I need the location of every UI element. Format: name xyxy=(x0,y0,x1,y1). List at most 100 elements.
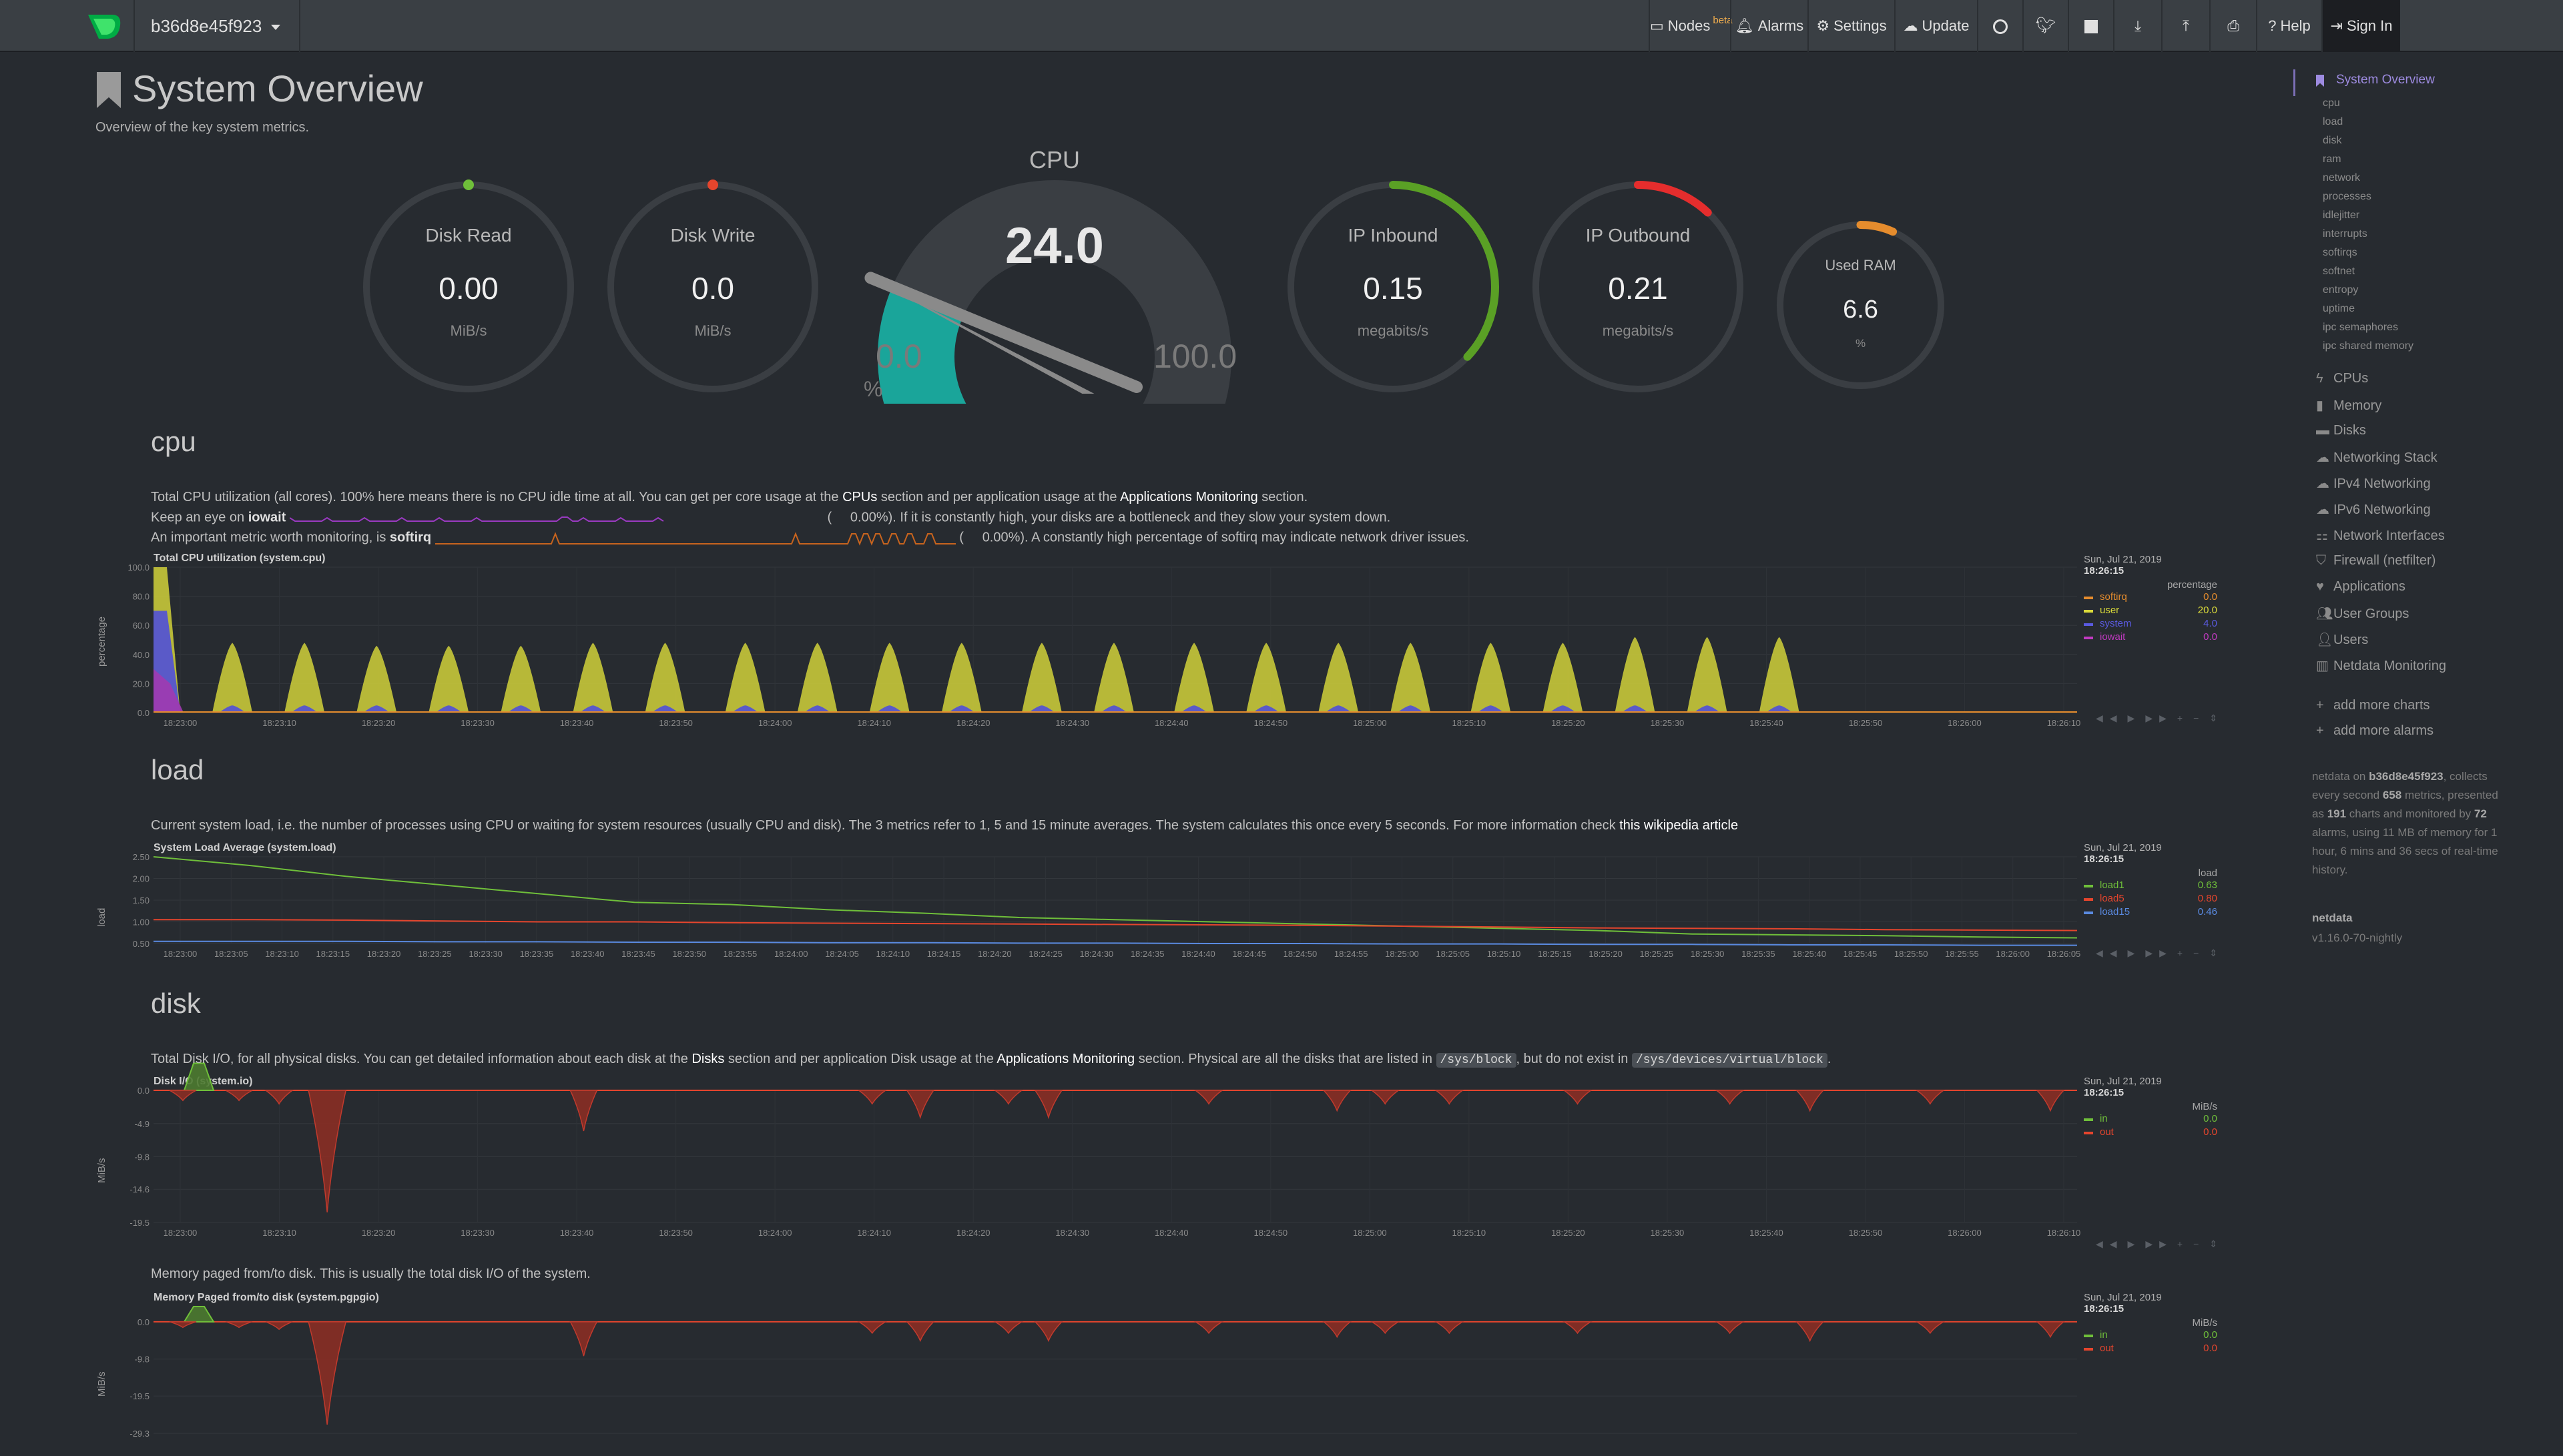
legend-row-in[interactable]: in 0.0 xyxy=(2084,1112,2217,1126)
legend-row-out[interactable]: out 0.0 xyxy=(2084,1126,2217,1139)
nav-help[interactable]: ? Help xyxy=(2256,0,2321,52)
nav-download[interactable]: ⤓ xyxy=(2113,0,2161,52)
legend-swatch xyxy=(2084,623,2093,626)
play-icon[interactable]: ▶ xyxy=(2127,948,2142,958)
sidebar-subitem-load[interactable]: load xyxy=(2323,116,2343,127)
legend-row-load1[interactable]: load1 0.63 xyxy=(2084,879,2217,892)
sidebar-item-cpus[interactable]: ϟ CPUs xyxy=(2316,371,2369,386)
chart-load[interactable]: 2.50 2.00 1.50 1.00 0.50 18:23:00 18:23:05 18:2… xyxy=(113,852,2081,966)
nav-signin[interactable]: ⇥ Sign In xyxy=(2321,0,2400,52)
chart-io[interactable]: 0.0 -4.9 -9.8 -14.6 -19.5 18:23:00 18:23:10 18:… xyxy=(113,1062,2080,1245)
legend-row-system[interactable]: system 4.0 xyxy=(2084,617,2217,631)
zoom-out-icon[interactable]: − xyxy=(2193,948,2206,958)
gauge-disk-read[interactable]: Disk Read 0.00 MiB/s xyxy=(358,177,579,397)
sidebar-item-network-interfaces[interactable]: ⚏ Network Interfaces xyxy=(2316,528,2445,543)
legend-row-iowait[interactable]: iowait 0.0 xyxy=(2084,631,2217,644)
zoom-in-icon[interactable]: + xyxy=(2177,713,2190,723)
nav-nodes[interactable]: ▭ Nodes beta xyxy=(1649,0,1733,52)
sidebar-subitem-uptime[interactable]: uptime xyxy=(2323,303,2355,314)
gauge-ip-outbound[interactable]: IP Outbound 0.21 megabits/s xyxy=(1528,177,1748,397)
series-out-area xyxy=(1915,1321,1946,1335)
zoom-out-icon[interactable]: − xyxy=(2193,1238,2206,1249)
x-tick-label: 18:26:05 xyxy=(2047,949,2081,959)
gauge-disk-write[interactable]: Disk Write 0.0 MiB/s xyxy=(603,177,823,397)
gauge-used-ram[interactable]: Used RAM 6.6% xyxy=(1772,217,1949,394)
sidebar-subitem-interrupts[interactable]: interrupts xyxy=(2323,228,2367,240)
nav-github[interactable] xyxy=(1977,0,2022,52)
x-tick-label: 18:23:50 xyxy=(659,1228,693,1238)
sidebar-subitem-ipc-shared-memory[interactable]: ipc shared memory xyxy=(2323,340,2414,352)
zoom-in-icon[interactable]: + xyxy=(2177,948,2190,958)
sidebar-subitem-ram[interactable]: ram xyxy=(2323,153,2341,165)
legend-row-load5[interactable]: load5 0.80 xyxy=(2084,892,2217,905)
sidebar-item-netdata-monitoring[interactable]: ▥ Netdata Monitoring xyxy=(2316,659,2446,673)
sidebar-item-applications[interactable]: ♥ Applications xyxy=(2316,579,2405,594)
rewind-icon[interactable]: ◀◀ xyxy=(2096,1238,2124,1249)
netdata-logo-icon[interactable] xyxy=(85,12,123,41)
forward-icon[interactable]: ▶▶ xyxy=(2145,713,2173,723)
link-cpus[interactable]: CPUs xyxy=(842,490,878,504)
x-tick-label: 18:23:10 xyxy=(265,949,299,959)
sidebar-item-users[interactable]: 👤︎Users xyxy=(2316,633,2369,647)
gauge-ip-inbound[interactable]: IP Inbound 0.15 megabits/s xyxy=(1283,177,1503,397)
nav-facebook[interactable] xyxy=(2068,0,2113,52)
cpu-gauge[interactable]: CPU 24.0 0.0 100.0 % xyxy=(861,143,1248,458)
x-tick-label: 18:25:50 xyxy=(1894,949,1928,959)
sidebar-subitem-softirqs[interactable]: softirqs xyxy=(2323,247,2357,258)
legend-row-load15[interactable]: load15 0.46 xyxy=(2084,905,2217,919)
forward-icon[interactable]: ▶▶ xyxy=(2145,948,2173,958)
sidebar-subitem-disk[interactable]: disk xyxy=(2323,135,2342,146)
sidebar-item-disks[interactable]: ▬ Disks xyxy=(2316,423,2366,438)
forward-icon[interactable]: ▶▶ xyxy=(2145,1238,2173,1249)
sidebar-subitem-entropy[interactable]: entropy xyxy=(2323,284,2359,296)
sidebar-version: v1.16.0-70-nightly xyxy=(2312,932,2403,944)
sidebar-item-user-groups[interactable]: 👥︎User Groups xyxy=(2316,607,2409,621)
sidebar-subitem-processes[interactable]: processes xyxy=(2323,191,2371,202)
nav-settings[interactable]: ⚙ Settings xyxy=(1807,0,1894,52)
nav-alarms[interactable]: 🔔︎ Alarms xyxy=(1730,0,1807,52)
link-applications-monitoring-disk[interactable]: Applications Monitoring xyxy=(996,1052,1135,1066)
plus-icon: + xyxy=(2316,698,2324,713)
sidebar-subitem-ipc-semaphores[interactable]: ipc semaphores xyxy=(2323,322,2398,333)
sidebar-add-alarms[interactable]: + add more alarms xyxy=(2316,723,2434,738)
legend-row-softirq[interactable]: softirq 0.0 xyxy=(2084,591,2217,604)
sidebar-subitem-network[interactable]: network xyxy=(2323,172,2361,184)
sidebar-item-firewall-netfilter-[interactable]: ⛉ Firewall (netfilter) xyxy=(2316,553,2436,568)
x-tick-label: 18:26:00 xyxy=(1948,718,1982,728)
sidebar-subitem-idlejitter[interactable]: idlejitter xyxy=(2323,210,2360,221)
resize-icon[interactable]: ⇕ xyxy=(2209,713,2224,723)
resize-icon[interactable]: ⇕ xyxy=(2209,1238,2224,1249)
sidebar-item-ipv4-networking[interactable]: ☁ IPv4 Networking xyxy=(2316,476,2431,491)
sidebar-subitem-cpu[interactable]: cpu xyxy=(2323,97,2340,109)
legend-row-out[interactable]: out 0.0 xyxy=(2084,1342,2217,1355)
link-disks[interactable]: Disks xyxy=(691,1052,725,1066)
chart-pgpgio[interactable]: 0.0 -9.8 -19.5 -29.3 xyxy=(113,1303,2077,1456)
sidebar-item-system-overview[interactable]: System Overview xyxy=(2336,73,2435,87)
sidebar-item-ipv6-networking[interactable]: ☁ IPv6 Networking xyxy=(2316,502,2431,517)
nav-update[interactable]: ☁ Update xyxy=(1894,0,1977,52)
legend-row-in[interactable]: in 0.0 xyxy=(2084,1329,2217,1342)
series-out-area xyxy=(2036,1090,2065,1112)
sidebar-subitem-softnet[interactable]: softnet xyxy=(2323,266,2355,277)
nav-twitter[interactable]: 🐦︎ xyxy=(2022,0,2068,52)
nav-print[interactable]: ⎙ xyxy=(2209,0,2256,52)
cpu-gauge-min: 0.0 xyxy=(876,338,922,375)
rewind-icon[interactable]: ◀◀ xyxy=(2096,713,2124,723)
legend-row-user[interactable]: user 20.0 xyxy=(2084,604,2217,617)
resize-icon[interactable]: ⇕ xyxy=(2209,948,2224,958)
sidebar-item-memory[interactable]: ▮ Memory xyxy=(2316,398,2382,413)
zoom-out-icon[interactable]: − xyxy=(2193,713,2206,723)
play-icon[interactable]: ▶ xyxy=(2127,1238,2142,1249)
hostname-dropdown[interactable]: b36d8e45f923 xyxy=(133,0,300,52)
zoom-in-icon[interactable]: + xyxy=(2177,1238,2190,1249)
link-wikipedia[interactable]: this wikipedia article xyxy=(1619,818,1739,833)
nav-upload[interactable]: ⤒ xyxy=(2161,0,2209,52)
play-icon[interactable]: ▶ xyxy=(2127,713,2142,723)
x-tick-label: 18:23:50 xyxy=(672,949,706,959)
chart-cpu[interactable]: 100.0 80.0 60.0 40.0 20.0 0.0 18:23:00 18:23:10… xyxy=(113,563,2080,735)
sidebar-add-charts[interactable]: + add more charts xyxy=(2316,698,2430,713)
sidebar-item-networking-stack[interactable]: ☁ Networking Stack xyxy=(2316,450,2438,465)
link-applications-monitoring[interactable]: Applications Monitoring xyxy=(1119,490,1258,504)
rewind-icon[interactable]: ◀◀ xyxy=(2096,948,2124,958)
legend-swatch xyxy=(2084,912,2093,914)
